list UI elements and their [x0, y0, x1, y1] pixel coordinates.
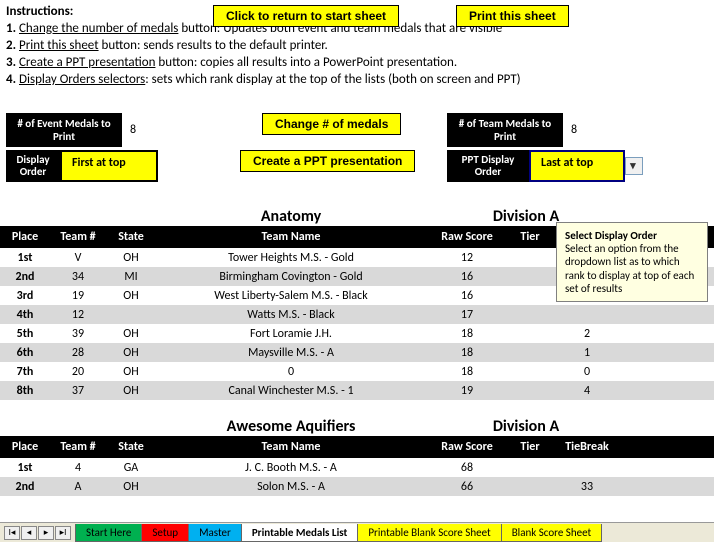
sheet-tab[interactable]: Printable Blank Score Sheet	[357, 524, 501, 542]
tab-nav-first-icon[interactable]: I◂	[4, 526, 20, 540]
sheet-tab[interactable]: Master	[188, 524, 242, 542]
change-medals-button[interactable]: Change # of medals	[262, 113, 401, 135]
table-row: 8th37OHCanal Winchester M.S. - 1194	[0, 381, 714, 400]
table-row: 5th39OHFort Loramie J.H.182	[0, 324, 714, 343]
tab-nav-last-icon[interactable]: ▸I	[55, 526, 71, 540]
print-sheet-button[interactable]: Print this sheet	[456, 5, 569, 27]
table-row: 4th12Watts M.S. - Black17	[0, 305, 714, 324]
tab-nav-buttons: I◂ ◂ ▸ ▸I	[0, 526, 76, 540]
return-to-start-button[interactable]: Click to return to start sheet	[213, 5, 399, 27]
table-row: 1st4GAJ. C. Booth M.S. - A68	[0, 458, 714, 477]
instruction-line: 4. Display Orders selectors: sets which …	[6, 72, 706, 87]
event-medals-value: 8	[122, 123, 144, 137]
sheet-tab[interactable]: Setup	[141, 524, 189, 542]
section-title-left: Awesome Aquifiers	[156, 417, 426, 436]
event-medals-label: # of Event Medals to Print	[6, 113, 122, 147]
section-title-right: Division A	[426, 417, 626, 436]
team-medals-label: # of Team Medals to Print	[447, 113, 563, 147]
results-section: Awesome AquifiersDivision APlaceTeam #St…	[0, 417, 714, 496]
tooltip-title: Select Display Order	[565, 229, 699, 242]
display-order-select[interactable]: First at top	[60, 150, 158, 182]
column-headers: PlaceTeam #StateTeam NameRaw ScoreTierTi…	[0, 436, 714, 458]
sheet-tab[interactable]: Blank Score Sheet	[501, 524, 603, 542]
tab-nav-next-icon[interactable]: ▸	[38, 526, 54, 540]
team-medals-value: 8	[563, 123, 585, 137]
section-title-left: Anatomy	[156, 207, 426, 226]
display-order-label: Display Order	[6, 150, 60, 182]
tooltip: Select Display Order Select an option fr…	[556, 222, 708, 302]
create-ppt-button[interactable]: Create a PPT presentation	[240, 150, 415, 172]
instruction-line: 2. Print this sheet button: sends result…	[6, 38, 706, 53]
sheet-tab[interactable]: Start Here	[75, 524, 142, 542]
table-row: 6th28OHMaysville M.S. - A181	[0, 343, 714, 362]
display-order-value: First at top	[72, 156, 126, 170]
tab-nav-prev-icon[interactable]: ◂	[21, 526, 37, 540]
sheet-tab[interactable]: Printable Medals List	[241, 524, 359, 542]
table-row: 7th20OH0180	[0, 362, 714, 381]
ppt-display-order-label: PPT Display Order	[447, 150, 529, 182]
instruction-line: 3. Create a PPT presentation button: cop…	[6, 55, 706, 70]
ppt-display-order-select[interactable]: Last at top	[529, 150, 625, 182]
tooltip-body: Select an option from the dropdown list …	[565, 242, 699, 295]
table-row: 2ndAOHSolon M.S. - A6633	[0, 477, 714, 496]
dropdown-arrow-icon[interactable]	[625, 157, 643, 175]
sheet-tabs-bar: I◂ ◂ ▸ ▸I Start HereSetupMasterPrintable…	[0, 522, 714, 542]
ppt-display-order-value: Last at top	[541, 156, 593, 170]
